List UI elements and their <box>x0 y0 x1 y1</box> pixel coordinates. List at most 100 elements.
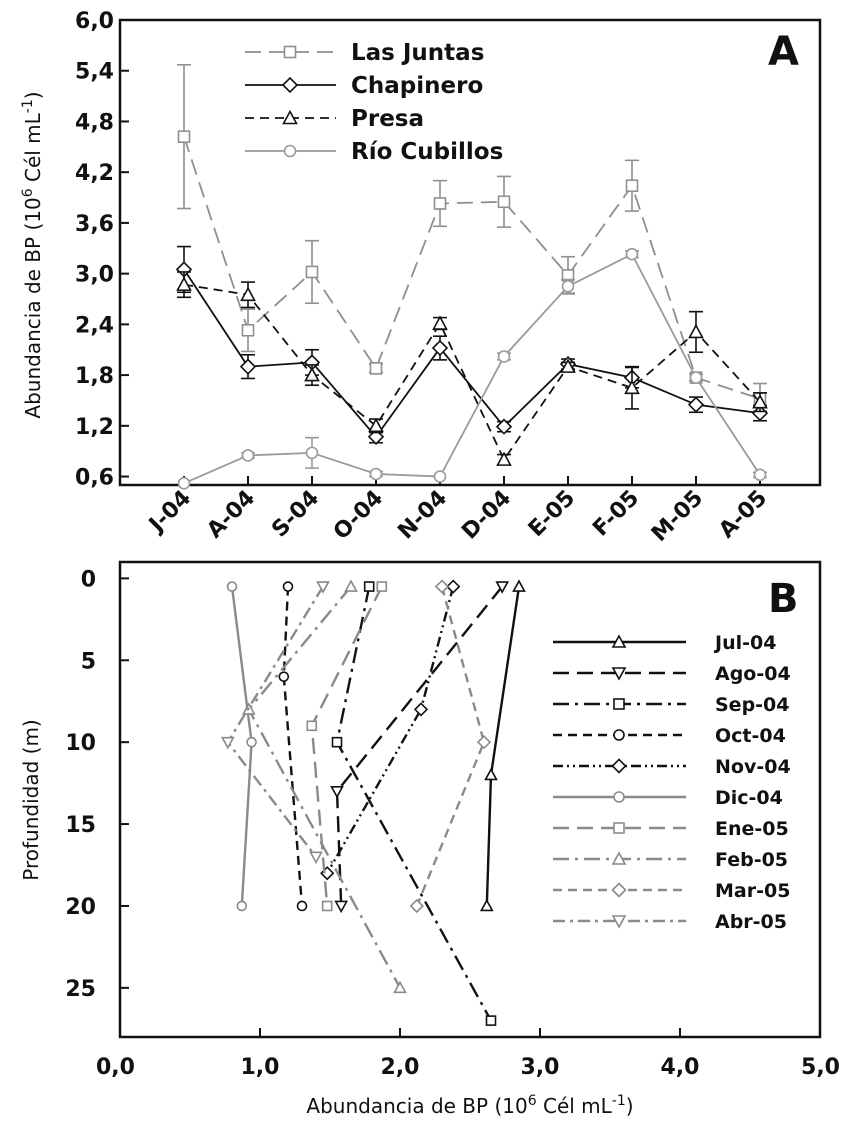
data-point <box>177 477 191 490</box>
data-point <box>226 581 238 592</box>
panel-b-legend: Jul-04 Ago-04 Sep-04 Oct-04 Nov-04 Dic-04 Ene-… <box>553 632 791 933</box>
panel-b-label: B <box>768 576 799 622</box>
data-point <box>369 362 383 375</box>
data-point <box>495 581 510 594</box>
series-line <box>326 586 455 874</box>
series-oct-04 <box>278 581 308 912</box>
legend-marker <box>613 729 625 741</box>
x-tick-label: 2,0 <box>381 1055 420 1080</box>
panel-b-y-axis: 0 5 10 15 20 25 <box>65 567 129 1002</box>
data-point <box>344 579 358 592</box>
legend-marker <box>611 634 627 648</box>
data-point <box>433 197 447 210</box>
data-point <box>625 247 639 261</box>
legend-marker <box>611 851 627 865</box>
data-point <box>306 720 318 732</box>
data-point <box>753 468 767 482</box>
y-tick-label: 4,8 <box>75 110 114 135</box>
data-point <box>752 393 768 409</box>
series-sep-04 <box>331 581 497 1026</box>
data-point <box>236 900 248 912</box>
data-point <box>689 371 703 384</box>
panel-b-y-axis-title: Profundidad (m) <box>19 719 43 880</box>
data-point <box>485 1015 497 1026</box>
data-point <box>309 851 323 864</box>
data-point <box>240 286 256 302</box>
y-tick-label: 4,2 <box>75 161 114 186</box>
series-ago-04 <box>330 581 510 914</box>
legend-label: Abr-05 <box>715 911 787 933</box>
data-point <box>176 276 192 291</box>
panel-a-label: A <box>768 29 799 75</box>
data-point <box>625 179 639 193</box>
legend-marker <box>611 882 627 898</box>
panel-b-series <box>220 579 526 1026</box>
data-point <box>446 579 461 594</box>
legend-marker <box>613 822 625 834</box>
data-point <box>334 900 349 914</box>
series-line <box>183 136 761 400</box>
data-point <box>241 449 255 462</box>
legend-label: Nov-04 <box>715 756 791 778</box>
y-tick-label: 20 <box>65 895 96 920</box>
legend-label: Río Cubillos <box>351 139 503 165</box>
data-point <box>476 735 492 750</box>
legend-marker <box>611 667 627 681</box>
legend-label: Ene-05 <box>715 818 789 840</box>
x-tick-label: 0,0 <box>96 1055 135 1080</box>
x-tick-label: A-05 <box>714 486 772 544</box>
data-point <box>316 581 330 594</box>
data-point <box>278 671 290 682</box>
legend-label: Feb-05 <box>715 849 788 871</box>
x-tick-label: E-05 <box>524 486 580 542</box>
legend-marker <box>611 758 627 774</box>
legend-marker <box>283 144 297 158</box>
series-line <box>335 585 504 907</box>
data-point <box>497 195 511 209</box>
data-point <box>304 366 320 382</box>
data-point <box>433 470 447 483</box>
legend-label: Dic-04 <box>715 787 783 809</box>
data-point <box>434 579 450 594</box>
legend-label: Mar-05 <box>715 880 790 902</box>
y-tick-label: 6,0 <box>75 9 114 34</box>
series-r-o-cubillos <box>177 247 767 490</box>
x-tick-label: A-04 <box>202 486 260 544</box>
x-tick-label: F-05 <box>588 486 644 542</box>
series-presa <box>176 271 768 466</box>
legend-label: Las Juntas <box>351 40 484 66</box>
data-point <box>496 451 512 466</box>
data-point <box>282 581 294 592</box>
legend-marker <box>283 45 297 59</box>
data-point <box>561 280 575 293</box>
series-mar-05 <box>409 579 492 914</box>
legend-marker <box>611 915 627 929</box>
series-dic-04 <box>226 581 257 912</box>
data-point <box>479 898 494 912</box>
data-point <box>177 130 191 143</box>
panel-a-x-axis: J-04 A-04 S-04 O-04 N-04 D-04 E-05 F-05 M-05 A-05 <box>143 476 772 547</box>
data-point <box>413 702 429 717</box>
x-tick-label: 1,0 <box>241 1055 280 1080</box>
legend-label: Ago-04 <box>715 663 791 685</box>
series-line <box>485 586 521 907</box>
data-point <box>512 579 526 592</box>
panel-a-legend: Las Juntas Chapinero Presa Río Cubillos <box>245 40 503 165</box>
y-tick-label: 3,0 <box>75 263 114 288</box>
data-point <box>220 736 235 750</box>
y-tick-label: 5 <box>81 649 96 674</box>
y-tick-label: 1,2 <box>75 415 114 440</box>
series-line <box>415 586 486 907</box>
x-tick-label: S-04 <box>267 486 324 543</box>
data-point <box>484 767 498 781</box>
x-tick-label: J-04 <box>143 486 196 539</box>
x-tick-label: 4,0 <box>661 1055 700 1080</box>
data-point <box>363 581 375 592</box>
data-point <box>246 736 257 748</box>
data-point <box>495 418 513 435</box>
panel-a-y-axis-title: Abundancia de BP (106 Cél mL-1) <box>20 91 45 418</box>
panel-a-frame <box>118 18 822 487</box>
legend-label: Sep-04 <box>715 694 790 716</box>
x-tick-label: N-04 <box>393 486 452 545</box>
